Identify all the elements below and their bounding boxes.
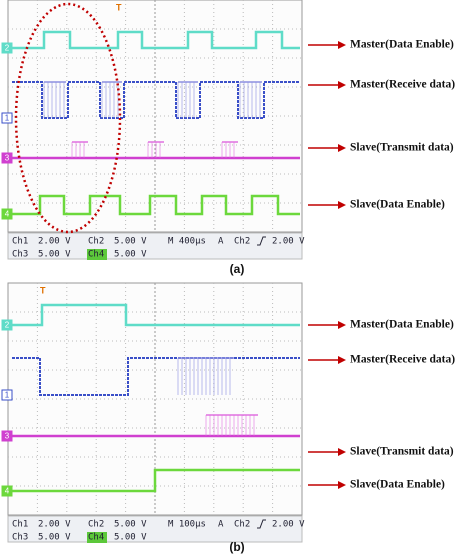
readout-text: Ch2 xyxy=(234,520,250,530)
readout-text: Ch2 xyxy=(234,237,250,247)
trace-ch1 xyxy=(12,81,300,119)
readout-text: 2.00 V xyxy=(272,520,305,530)
readout-text: 2.00 V xyxy=(38,237,71,247)
arrow-head xyxy=(338,201,346,209)
readout-text: 5.00 V xyxy=(114,237,147,247)
readout-text: 5.00 V xyxy=(38,250,71,260)
signal-label: Master(Receive data) xyxy=(350,79,455,91)
traces xyxy=(12,303,300,493)
arrow-head xyxy=(338,448,346,456)
readout-text: 5.00 V xyxy=(114,520,147,530)
panel-caption: (a) xyxy=(230,262,245,276)
channel-marker: 3 xyxy=(5,432,10,441)
signal-label: Slave(Data Enable) xyxy=(350,479,445,491)
channel-marker: 4 xyxy=(5,210,10,219)
readout-text: M 400µs xyxy=(168,237,206,247)
arrow-head xyxy=(338,81,346,89)
signal-label: Slave(Data Enable) xyxy=(350,199,445,211)
channel-marker: 3 xyxy=(5,154,10,163)
readout-text: 5.00 V xyxy=(114,250,147,260)
trigger-marker: T xyxy=(40,285,46,295)
readout-text: 5.00 V xyxy=(38,533,71,543)
slope-icon xyxy=(257,519,266,529)
channel-marker-bg xyxy=(1,430,13,442)
signal-label: Slave(Transmit data) xyxy=(350,142,454,154)
arrow-head xyxy=(338,144,346,152)
ch4-highlight xyxy=(87,249,107,260)
channel-marker-bg xyxy=(1,152,13,164)
readout-text: Ch3 xyxy=(12,533,28,543)
readout-text: Ch3 xyxy=(12,250,28,260)
highlight-ellipse xyxy=(14,2,122,234)
trigger-marker: T xyxy=(116,2,122,12)
channel-marker-bg xyxy=(1,42,13,54)
readout-text: Ch1 xyxy=(12,237,28,247)
channel-marker: 1 xyxy=(5,391,10,400)
readout-text: Ch2 xyxy=(88,520,104,530)
arrow-head xyxy=(338,321,346,329)
channel-marker-bg xyxy=(1,112,13,124)
arrow-head xyxy=(338,41,346,49)
readout-text: A xyxy=(218,520,224,530)
arrow-head xyxy=(338,481,346,489)
readout-text: 5.00 V xyxy=(114,533,147,543)
readout-text: Ch4 xyxy=(88,250,104,260)
trace-ch2 xyxy=(12,30,300,50)
panel-caption: (b) xyxy=(229,540,244,554)
channel-marker: 2 xyxy=(5,44,10,53)
channel-marker-bg xyxy=(1,485,13,497)
signal-label: Master(Data Enable) xyxy=(350,39,454,51)
readout-text: Ch1 xyxy=(12,520,28,530)
readout-text: A xyxy=(218,237,224,247)
traces xyxy=(12,30,300,216)
readout-text: Ch4 xyxy=(88,533,104,543)
slope-icon xyxy=(257,236,266,246)
trace-ch2 xyxy=(12,303,300,327)
readout-bg xyxy=(7,515,303,543)
channel-marker: 1 xyxy=(5,114,10,123)
readout-text: 2.00 V xyxy=(38,520,71,530)
channel-marker-bg xyxy=(1,389,13,401)
readout-bg xyxy=(7,232,303,260)
signal-label: Master(Data Enable) xyxy=(350,319,454,331)
readout-text: Ch2 xyxy=(88,237,104,247)
trace-ch1 xyxy=(12,357,300,396)
arrow-head xyxy=(338,356,346,364)
readout-text: 2.00 V xyxy=(272,237,305,247)
channel-marker-bg xyxy=(1,208,13,220)
channel-marker: 2 xyxy=(5,321,10,330)
trace-ch4 xyxy=(12,194,300,216)
readout-text: M 100µs xyxy=(168,520,206,530)
signal-label: Slave(Transmit data) xyxy=(350,446,454,458)
signal-label: Master(Receive data) xyxy=(350,354,455,366)
channel-marker: 4 xyxy=(5,487,10,496)
channel-marker-bg xyxy=(1,319,13,331)
ch4-highlight xyxy=(87,532,107,543)
trace-ch4 xyxy=(12,468,300,493)
